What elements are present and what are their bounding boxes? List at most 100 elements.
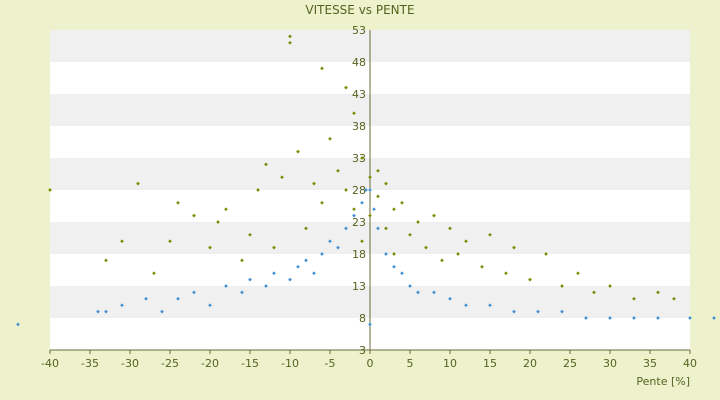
x-tick-label: 0 [367, 357, 374, 370]
y-tick-label: 43 [352, 88, 366, 101]
scatter-point-blue [208, 303, 212, 308]
scatter-point-olive [336, 168, 340, 173]
scatter-point-blue [372, 207, 376, 212]
scatter-point-olive [120, 239, 124, 244]
scatter-point-olive [256, 188, 260, 192]
y-tick-label: 28 [352, 184, 366, 197]
x-axis-label: Pente [%] [636, 375, 690, 388]
y-tick-label: 18 [352, 248, 366, 261]
scatter-point-blue [288, 277, 292, 282]
scatter-point-blue [464, 303, 468, 308]
scatter-point-olive [608, 284, 612, 288]
scatter-point-blue [608, 316, 612, 320]
scatter-point-olive [208, 245, 212, 250]
scatter-point-olive [408, 232, 412, 237]
scatter-point-olive [240, 258, 244, 263]
scatter-point-olive [392, 252, 396, 256]
scatter-point-blue [272, 271, 276, 276]
scatter-point-blue [368, 322, 372, 327]
scatter-point-olive [280, 175, 284, 180]
scatter-point-olive [592, 290, 596, 295]
scatter-point-olive [152, 271, 156, 276]
scatter-point-olive [400, 200, 404, 205]
scatter-point-olive [368, 213, 372, 218]
scatter-point-blue [336, 245, 340, 250]
scatter-point-olive [312, 181, 316, 186]
y-tick-label: 13 [352, 280, 366, 293]
scatter-point-blue [304, 258, 308, 263]
scatter-point-olive [224, 207, 228, 212]
data-points [16, 34, 716, 327]
scatter-point-blue [688, 316, 692, 320]
y-tick-label: 38 [352, 120, 366, 133]
scatter-point-blue [328, 239, 332, 244]
x-tick-label: 10 [443, 357, 457, 370]
scatter-point-olive [376, 168, 380, 173]
scatter-point-blue [416, 290, 420, 295]
scatter-point-olive [560, 284, 564, 288]
scatter-point-olive [320, 200, 324, 205]
scatter-point-olive [296, 149, 300, 154]
scatter-point-blue [96, 309, 100, 314]
scatter-point-blue [248, 277, 252, 282]
scatter-point-blue [240, 290, 244, 295]
scatter-point-blue [712, 316, 716, 320]
x-tick-label: -40 [41, 357, 59, 370]
chart-title: VITESSE vs PENTE [305, 3, 414, 17]
scatter-point-olive [328, 136, 332, 141]
scatter-point-olive [288, 34, 292, 39]
scatter-point-olive [392, 207, 396, 212]
scatter-point-blue [584, 316, 588, 320]
scatter-point-blue [16, 322, 20, 327]
x-tick-label: 20 [523, 357, 537, 370]
scatter-point-blue [408, 284, 412, 288]
scatter-point-olive [672, 296, 676, 301]
y-tick-label: 3 [359, 344, 366, 357]
scatter-point-olive [448, 226, 452, 231]
scatter-point-blue [364, 188, 368, 192]
scatter-point-olive [360, 239, 364, 244]
scatter-point-blue [448, 296, 452, 301]
scatter-point-blue [488, 303, 492, 308]
scatter-point-blue [296, 264, 300, 269]
scatter-point-blue [400, 271, 404, 276]
scatter-point-olive [136, 181, 140, 186]
scatter-point-olive [344, 188, 348, 192]
scatter-point-blue [560, 309, 564, 314]
scatter-point-blue [160, 309, 164, 314]
x-tick-label: -20 [201, 357, 219, 370]
scatter-point-blue [264, 284, 268, 288]
x-tick-label: -35 [81, 357, 99, 370]
scatter-point-olive [464, 239, 468, 244]
scatter-point-blue [104, 309, 108, 314]
x-tick-label: -25 [161, 357, 179, 370]
x-tick-label: 30 [603, 357, 617, 370]
scatter-point-olive [192, 213, 196, 218]
scatter-point-olive [488, 232, 492, 237]
scatter-point-blue [368, 188, 372, 192]
scatter-point-blue [176, 296, 180, 301]
x-tick-label: -15 [241, 357, 259, 370]
scatter-point-olive [456, 252, 460, 256]
scatter-point-olive [656, 290, 660, 295]
scatter-point-blue [144, 296, 148, 301]
scatter-point-blue [512, 309, 516, 314]
scatter-point-blue [320, 252, 324, 256]
scatter-point-olive [432, 213, 436, 218]
scatter-point-olive [272, 245, 276, 250]
scatter-point-olive [384, 226, 388, 231]
x-tick-label: 15 [483, 357, 497, 370]
scatter-point-olive [216, 220, 220, 224]
scatter-point-blue [192, 290, 196, 295]
scatter-point-olive [248, 232, 252, 237]
scatter-point-blue [352, 213, 356, 218]
scatter-point-blue [632, 316, 636, 320]
scatter-point-blue [392, 264, 396, 269]
scatter-point-blue [120, 303, 124, 308]
scatter-point-olive [504, 271, 508, 276]
x-tick-label: -30 [121, 357, 139, 370]
scatter-point-olive [376, 194, 380, 199]
scatter-point-blue [384, 252, 388, 256]
